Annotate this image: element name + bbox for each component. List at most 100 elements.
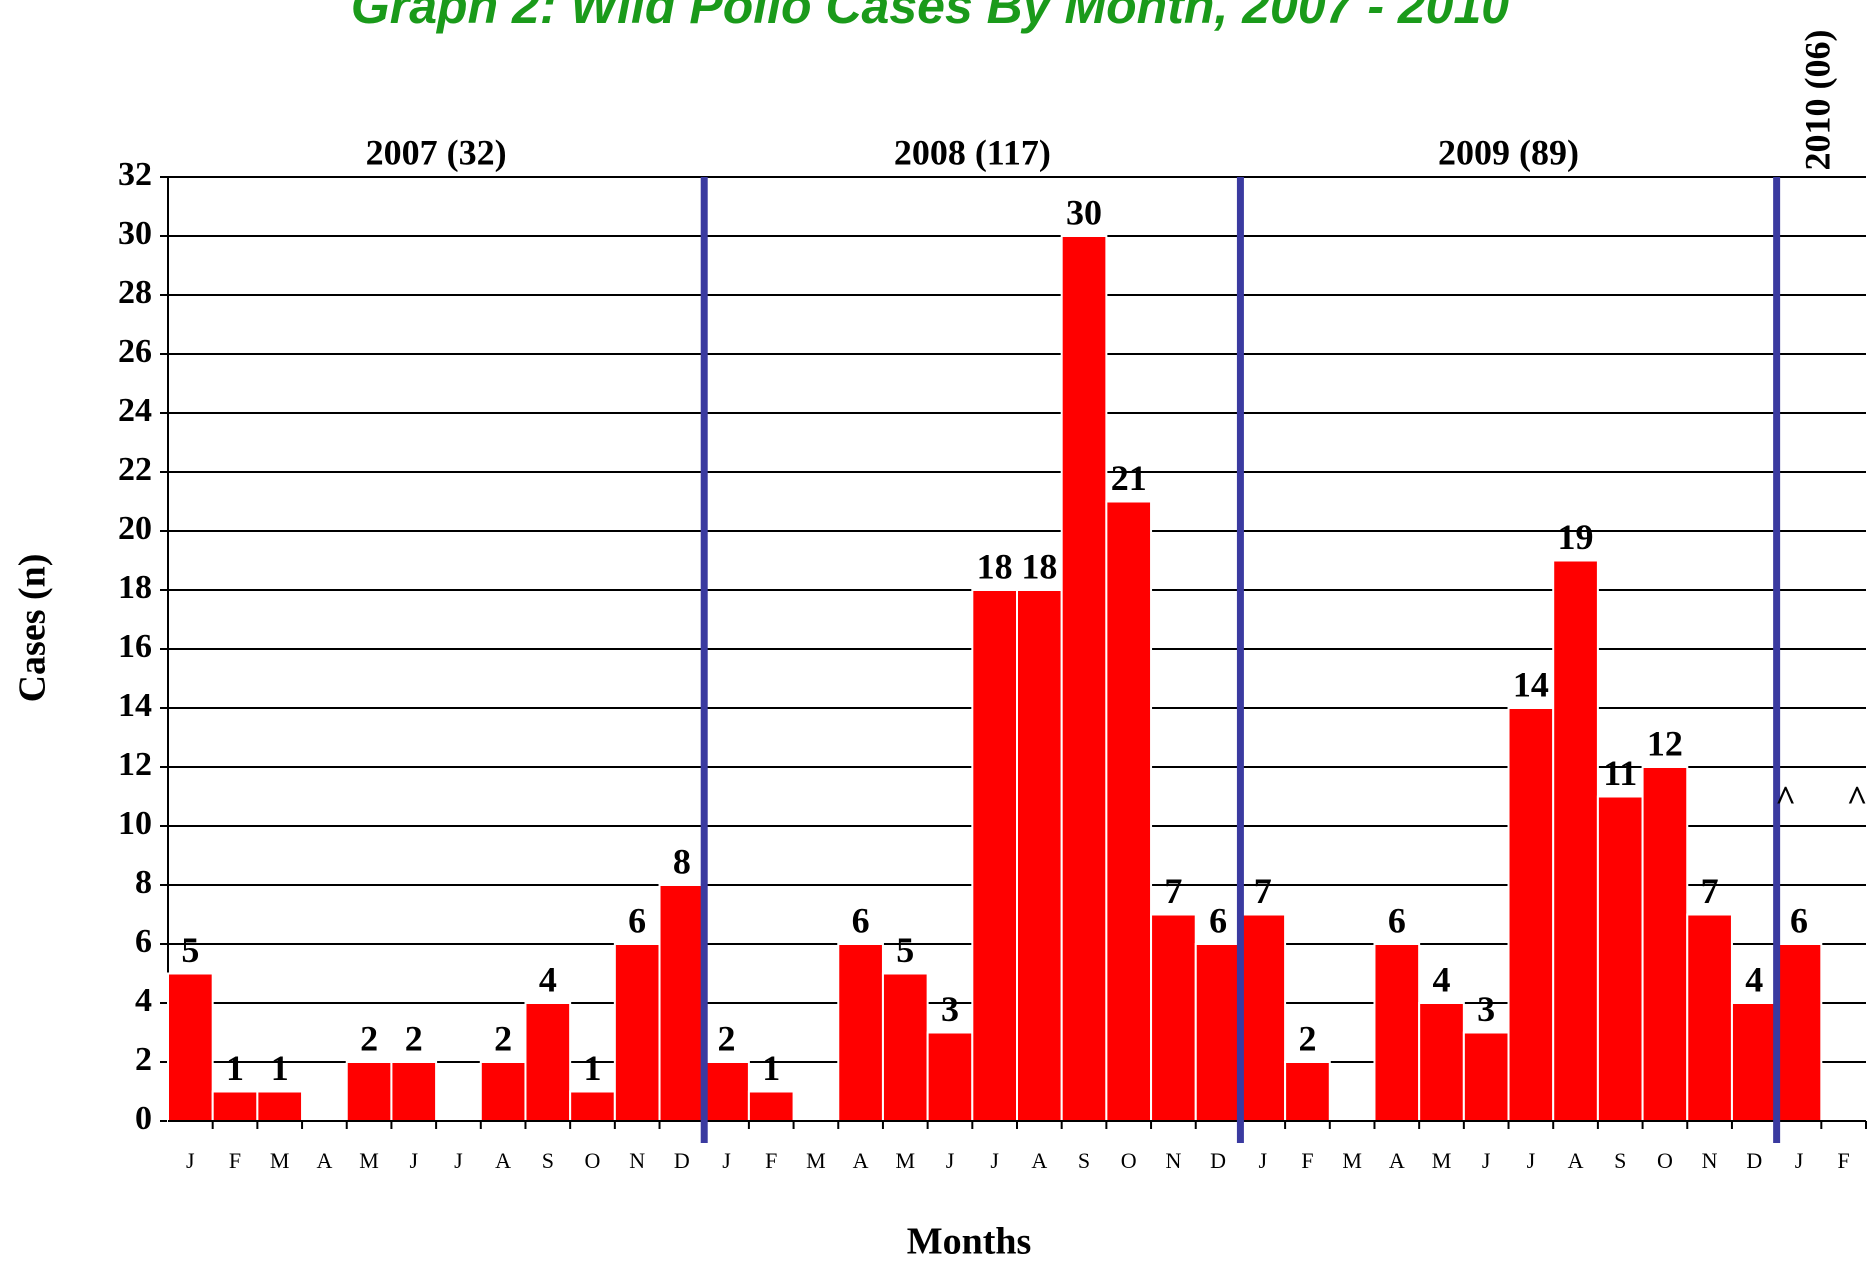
value-label: 7 [1254,871,1272,911]
x-tick-label: J [1482,1148,1491,1173]
x-tick-label: A [1389,1148,1405,1173]
bar [1239,913,1287,1122]
value-label: 5 [181,930,199,970]
x-tick-label: J [409,1148,418,1173]
x-tick-label: M [896,1148,916,1173]
y-tick-label: 4 [135,982,152,1019]
value-label: 30 [1066,192,1102,232]
y-tick-label: 30 [118,215,152,252]
x-tick-label: J [946,1148,955,1173]
value-label: 1 [584,1048,602,1088]
x-tick-label: O [1657,1148,1673,1173]
bar [1418,1002,1465,1122]
y-tick-label: 22 [118,451,152,488]
x-tick-label: F [1838,1148,1850,1173]
y-tick-label: 24 [118,392,152,429]
y-tick-label: 8 [135,864,152,901]
x-tick-label: M [270,1148,290,1173]
value-label: 1 [226,1048,244,1088]
value-label: 19 [1558,517,1594,557]
x-tick-label: N [1165,1148,1181,1173]
bar [926,1031,974,1122]
bar [167,972,214,1122]
bar [1194,943,1242,1122]
bar [345,1061,393,1122]
value-label: 6 [1790,900,1808,940]
bar [256,1090,304,1122]
value-label: 4 [539,959,557,999]
bar [1596,795,1644,1122]
x-tick-label: J [186,1148,195,1173]
x-tick-label: O [585,1148,601,1173]
year-label: 2009 (89) [1438,132,1579,172]
x-tick-label: F [229,1148,241,1173]
value-label: 14 [1513,664,1549,704]
y-tick-label: 6 [135,923,152,960]
y-tick-label: 10 [118,805,152,842]
value-label: 7 [1164,871,1182,911]
bar [1641,766,1689,1122]
bar [569,1090,616,1122]
y-tick-label: 28 [118,274,152,311]
x-tick-label: A [853,1148,869,1173]
bar [1462,1031,1510,1122]
bar [1552,559,1599,1122]
bar [658,884,706,1122]
y-tick-label: 20 [118,510,152,547]
x-tick-label: M [806,1148,826,1173]
value-label: 1 [271,1048,289,1088]
x-tick-label: F [765,1148,777,1173]
bar [703,1061,750,1122]
bar [881,972,929,1122]
value-label: 6 [852,900,870,940]
x-tick-label: D [1210,1148,1226,1173]
value-label: 21 [1111,458,1147,498]
x-tick-label: J [722,1148,731,1173]
x-axis-label: Months [907,1221,1032,1263]
x-tick-label: J [1795,1148,1804,1173]
x-tick-label: J [990,1148,999,1173]
bar [1686,913,1733,1122]
bar [479,1061,527,1122]
x-tick-label: N [1702,1148,1718,1173]
value-label: 5 [896,930,914,970]
value-label: 6 [628,900,646,940]
x-tick-label: D [1746,1148,1762,1173]
x-tick-label: A [495,1148,511,1173]
bar [837,943,884,1122]
annotation: ^ [1847,779,1868,819]
y-tick-label: 18 [118,569,152,606]
value-label: 2 [360,1018,378,1058]
value-label: 18 [1021,546,1057,586]
value-label: 3 [1477,989,1495,1029]
value-label: 4 [1433,959,1451,999]
value-label: 8 [673,841,691,881]
x-tick-label: D [674,1148,690,1173]
bar [1016,589,1063,1122]
value-label: 6 [1388,900,1406,940]
bar [1730,1002,1778,1122]
bar [747,1090,795,1122]
annotation: ^ [1775,779,1796,819]
year-label: 2010 (06) [1798,30,1838,171]
bar [613,943,661,1122]
x-tick-label: J [1527,1148,1536,1173]
value-label: 11 [1603,753,1637,793]
value-label: 2 [718,1018,736,1058]
bar [1105,500,1153,1122]
year-label: 2008 (117) [894,132,1051,172]
y-tick-label: 0 [135,1100,152,1137]
bar [1284,1061,1331,1122]
y-tick-label: 12 [118,746,152,783]
y-tick-label: 26 [118,333,152,370]
value-label: 2 [1298,1018,1316,1058]
bar [971,589,1019,1122]
value-label: 6 [1209,900,1227,940]
value-label: 1 [762,1048,780,1088]
bar [1775,943,1823,1122]
bar [1507,707,1555,1122]
x-tick-label: A [1031,1148,1047,1173]
y-tick-label: 16 [118,628,152,665]
bar [1373,943,1421,1122]
